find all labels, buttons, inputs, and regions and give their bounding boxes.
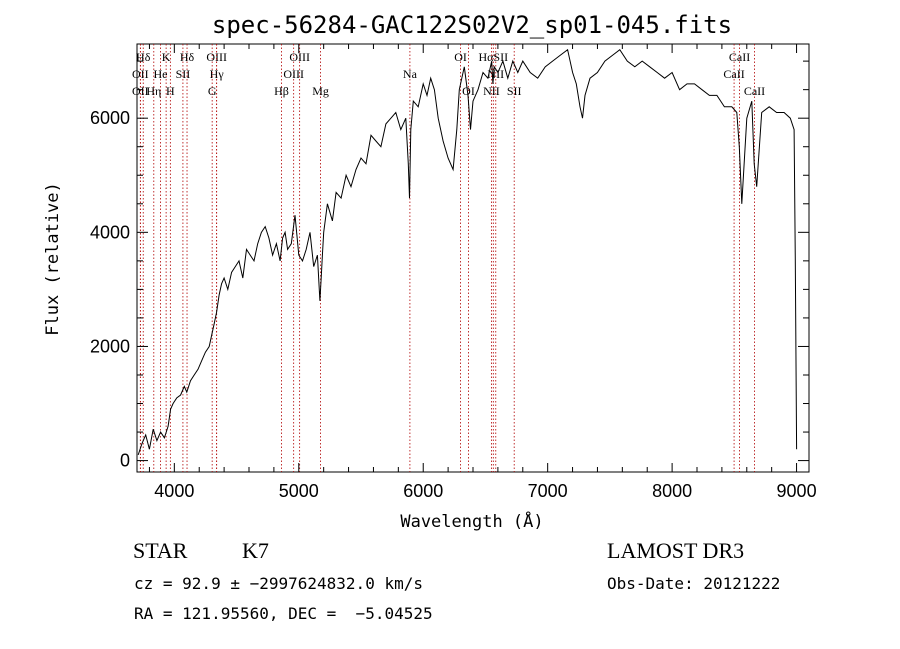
x-tick-label: 5000	[279, 481, 319, 501]
line-label: Hδ	[180, 50, 195, 64]
line-label: Hδ	[136, 50, 151, 64]
line-label: OIII	[289, 50, 310, 64]
line-label: CaII	[729, 50, 750, 64]
x-tick-label: 6000	[403, 481, 443, 501]
line-label: Hγ	[210, 67, 225, 81]
axis-ticks: 4000 5000 6000 7000 8000 9000 0 2000 4000 6000	[90, 44, 817, 501]
line-label: Hβ	[274, 84, 289, 98]
line-label: NII	[487, 67, 504, 81]
y-tick-label: 6000	[90, 108, 130, 128]
y-tick-label: 4000	[90, 222, 130, 242]
object-class: STAR	[133, 538, 188, 563]
emission-line-markers: Hδ K Hδ OIII OIII OI HαSII CaII OII He SII Hγ OIII Na…	[132, 44, 765, 472]
line-label: OIII	[283, 67, 304, 81]
line-label: Hη	[146, 84, 161, 98]
line-label: H	[166, 84, 175, 98]
line-label: OI	[462, 84, 475, 98]
line-label: G	[208, 84, 217, 98]
spectrum-line	[137, 48, 798, 456]
coordinates: RA = 121.95560, DEC = −5.04525	[134, 604, 433, 623]
line-label: CaII	[744, 84, 765, 98]
line-label: K	[162, 50, 171, 64]
y-tick-label: 2000	[90, 336, 130, 356]
obs-date: Obs-Date: 20121222	[607, 574, 781, 593]
chart-title: spec-56284-GAC122S02V2_sp01-045.fits	[212, 11, 732, 39]
x-axis-label: Wavelength (Å)	[400, 510, 543, 532]
line-label: Na	[403, 67, 418, 81]
line-label: NII	[483, 84, 500, 98]
redshift-text: cz = 92.9 ± −2997624832.0 km/s	[134, 574, 423, 593]
x-tick-label: 7000	[528, 481, 568, 501]
object-subclass: K7	[242, 538, 269, 563]
line-label: HαSII	[478, 50, 508, 64]
line-label: OIII	[206, 50, 227, 64]
line-label: Mg	[312, 84, 329, 98]
y-tick-label: 0	[120, 451, 130, 471]
x-tick-label: 9000	[777, 481, 817, 501]
plot-frame	[136, 43, 810, 473]
line-label: CaII	[723, 67, 744, 81]
survey-name: LAMOST DR3	[607, 538, 745, 563]
y-axis-label: Flux (relative)	[43, 182, 63, 336]
x-tick-label: 8000	[652, 481, 692, 501]
x-tick-label: 4000	[154, 481, 194, 501]
line-label: OII	[132, 67, 149, 81]
line-label: SII	[507, 84, 522, 98]
line-label: SII	[176, 67, 191, 81]
line-label: OI	[454, 50, 467, 64]
line-label: OII	[132, 84, 149, 98]
line-label: He	[154, 67, 168, 81]
